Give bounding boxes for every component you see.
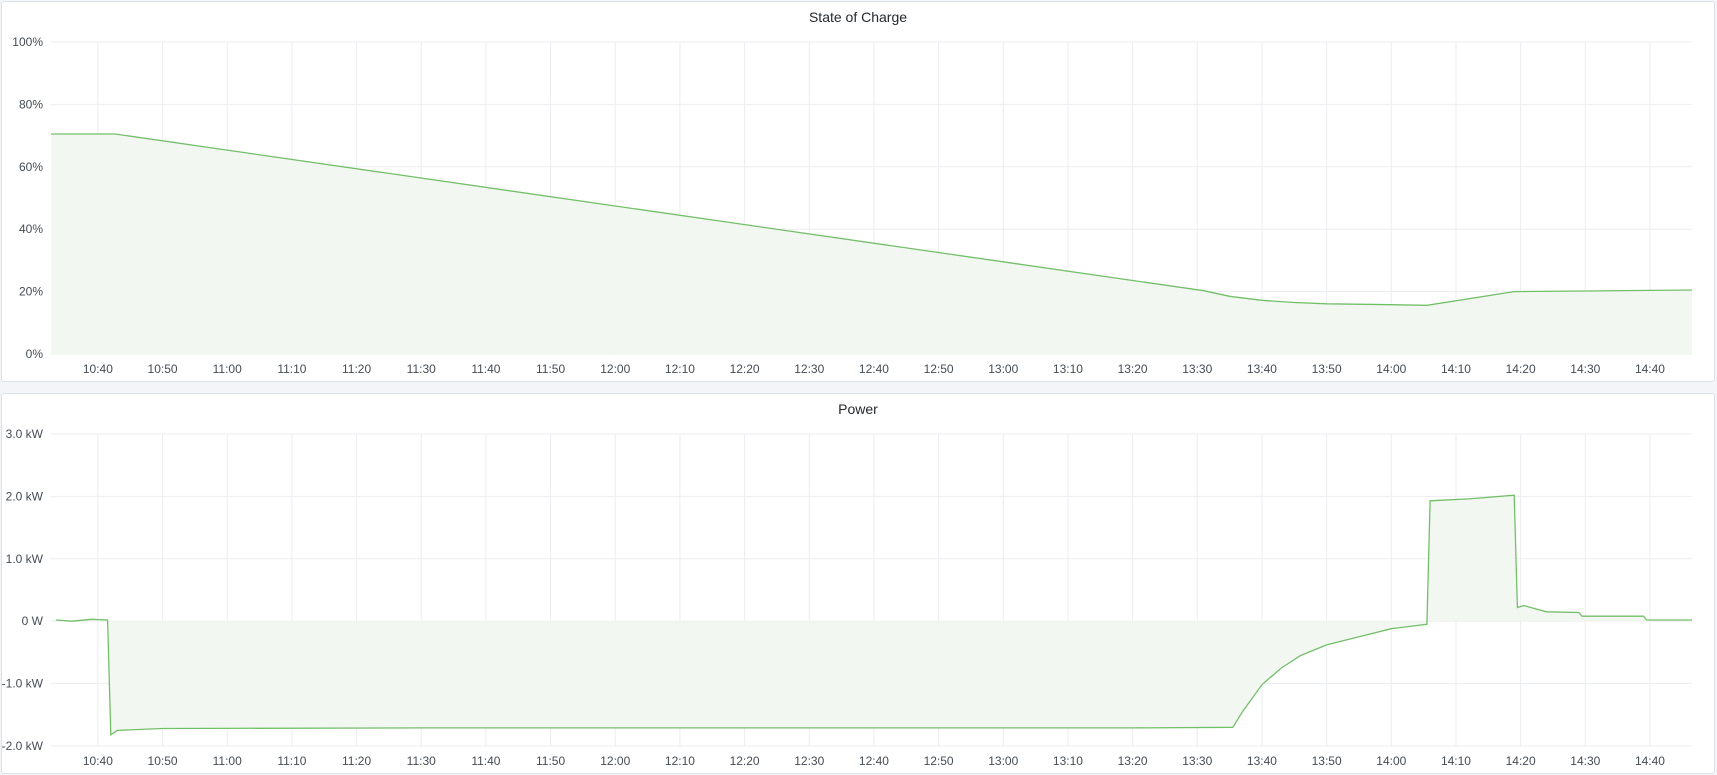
x-tick-label: 13:00 xyxy=(988,362,1018,376)
series-area xyxy=(55,495,1693,735)
x-tick-label: 13:40 xyxy=(1247,754,1277,768)
series-area xyxy=(51,134,1692,354)
series-line xyxy=(55,494,1692,737)
x-tick-label: 11:20 xyxy=(342,362,371,376)
x-tick-label: 14:10 xyxy=(1441,754,1471,768)
y-tick-label: 3.0 kW xyxy=(6,427,44,441)
x-tick-label: 13:50 xyxy=(1312,754,1342,768)
x-tick-label: 12:20 xyxy=(730,754,760,768)
x-tick-label: 12:20 xyxy=(730,362,760,376)
x-tick-label: 10:50 xyxy=(148,754,178,768)
series-line xyxy=(51,133,1693,306)
x-tick-label: 14:30 xyxy=(1570,754,1600,768)
x-tick-label: 14:00 xyxy=(1376,754,1406,768)
x-tick-label: 14:20 xyxy=(1506,754,1536,768)
panel-title[interactable]: State of Charge xyxy=(808,9,908,25)
x-tick-label: 12:50 xyxy=(924,754,954,768)
x-tick-label: 11:30 xyxy=(407,362,436,376)
x-tick-label: 12:40 xyxy=(859,754,889,768)
x-tick-label: 14:30 xyxy=(1570,362,1600,376)
power-chart: -2.0 kW -1.0 kW 0 W 1.0 kW 2.0 kW 3.0 kW 10:40… xyxy=(2,427,1693,768)
y-tick-label: 1.0 kW xyxy=(6,552,44,566)
x-tick-label: 13:10 xyxy=(1053,754,1083,768)
x-tick-label: 11:50 xyxy=(536,754,565,768)
x-tick-label: 13:00 xyxy=(988,754,1018,768)
y-tick-label: 0% xyxy=(26,347,44,361)
panel-title[interactable]: Power xyxy=(838,401,878,417)
x-tick-label: 14:00 xyxy=(1376,362,1406,376)
y-tick-label: 0 W xyxy=(22,614,44,628)
x-tick-label: 11:10 xyxy=(277,754,306,768)
x-tick-label: 11:40 xyxy=(471,754,500,768)
x-tick-label: 11:00 xyxy=(213,362,242,376)
x-tick-label: 12:50 xyxy=(924,362,954,376)
soc-panel: State of Charge 0% 20% 40% 60% 80% 100% 10:40 1… xyxy=(1,1,1715,382)
x-tick-label: 13:30 xyxy=(1182,362,1212,376)
power-panel: Power -2.0 kW -1.0 kW 0 W 1.0 kW 2.0 kW 3.0 k… xyxy=(1,393,1715,774)
x-tick-label: 12:00 xyxy=(600,362,630,376)
y-tick-label: -1.0 kW xyxy=(2,677,44,691)
x-tick-label: 13:20 xyxy=(1118,362,1148,376)
y-tick-label: 60% xyxy=(19,160,43,174)
x-tick-label: 13:50 xyxy=(1312,362,1342,376)
x-tick-label: 12:10 xyxy=(665,362,695,376)
x-tick-label: 11:20 xyxy=(342,754,371,768)
x-tick-label: 10:50 xyxy=(148,362,178,376)
y-tick-label: -2.0 kW xyxy=(2,739,44,753)
x-tick-label: 13:20 xyxy=(1118,754,1148,768)
x-tick-label: 11:10 xyxy=(277,362,306,376)
x-tick-label: 11:40 xyxy=(471,362,500,376)
x-tick-label: 14:20 xyxy=(1506,362,1536,376)
x-tick-label: 13:10 xyxy=(1053,362,1083,376)
x-tick-label: 13:30 xyxy=(1182,754,1212,768)
x-tick-label: 11:30 xyxy=(407,754,436,768)
x-tick-label: 12:10 xyxy=(665,754,695,768)
x-tick-label: 14:40 xyxy=(1635,362,1665,376)
soc-chart: 0% 20% 40% 60% 80% 100% 10:40 10:50 11:00 11:10 11… xyxy=(12,35,1693,376)
x-tick-label: 12:00 xyxy=(600,754,630,768)
x-tick-label: 10:40 xyxy=(83,362,113,376)
x-tick-label: 12:30 xyxy=(794,754,824,768)
x-tick-label: 11:00 xyxy=(213,754,242,768)
y-tick-label: 100% xyxy=(12,35,43,49)
x-tick-label: 12:40 xyxy=(859,362,889,376)
x-tick-label: 14:40 xyxy=(1635,754,1665,768)
y-tick-label: 80% xyxy=(19,97,43,111)
x-tick-label: 11:50 xyxy=(536,362,565,376)
x-tick-label: 12:30 xyxy=(794,362,824,376)
y-tick-label: 20% xyxy=(19,285,43,299)
y-tick-label: 40% xyxy=(19,222,43,236)
y-tick-label: 2.0 kW xyxy=(6,489,44,503)
x-tick-label: 10:40 xyxy=(83,754,113,768)
x-tick-label: 14:10 xyxy=(1441,362,1471,376)
x-tick-label: 13:40 xyxy=(1247,362,1277,376)
